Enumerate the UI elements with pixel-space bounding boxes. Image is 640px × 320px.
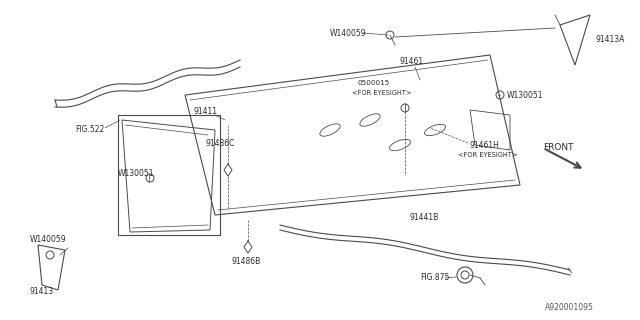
Text: W130051: W130051 — [118, 169, 154, 178]
Text: 0500015: 0500015 — [358, 80, 390, 86]
Text: <FOR EYESIGHT>: <FOR EYESIGHT> — [458, 152, 518, 158]
Text: 91441B: 91441B — [410, 213, 439, 222]
Text: W140059: W140059 — [330, 28, 367, 37]
Text: 91486B: 91486B — [232, 258, 261, 267]
Text: W130051: W130051 — [507, 91, 543, 100]
Text: FIG.522: FIG.522 — [75, 125, 104, 134]
Text: A920001095: A920001095 — [545, 303, 594, 313]
Text: 91411: 91411 — [193, 108, 217, 116]
Text: 91413: 91413 — [30, 287, 54, 297]
Text: 91413A: 91413A — [595, 36, 625, 44]
Text: 91461: 91461 — [400, 58, 424, 67]
Text: FRONT: FRONT — [543, 143, 573, 153]
Text: 91461H: 91461H — [470, 140, 500, 149]
Text: <FOR EYESIGHT>: <FOR EYESIGHT> — [352, 90, 412, 96]
Text: W140059: W140059 — [30, 236, 67, 244]
Text: 91486C: 91486C — [205, 139, 234, 148]
Text: FIG.875: FIG.875 — [420, 274, 449, 283]
